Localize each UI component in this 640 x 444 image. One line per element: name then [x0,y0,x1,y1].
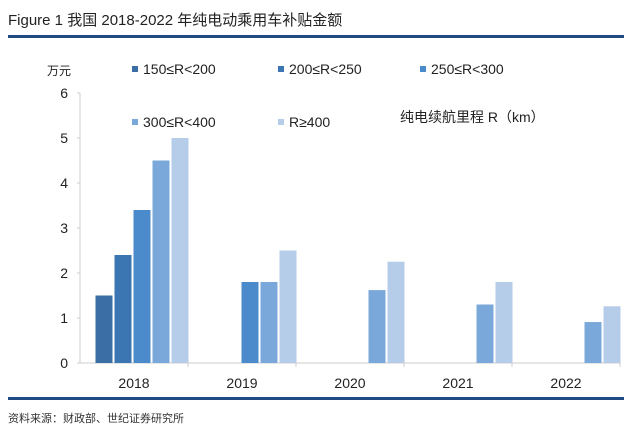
bar-2018-4 [171,138,189,363]
legend-swatch [132,66,138,72]
y-tick-label: 1 [60,310,68,326]
legend-label: 250≤R<300 [431,61,504,77]
legend-label: 200≤R<250 [289,61,362,77]
y-tick-label: 0 [60,355,68,371]
x-tick-label: 2018 [118,375,149,391]
legend-swatch [132,119,138,125]
bar-2021-3 [476,304,494,363]
x-tick-label: 2022 [550,375,581,391]
y-tick-label: 4 [60,175,68,191]
legend-label: 300≤R<400 [143,114,216,130]
figure-title: Figure 1 我国 2018-2022 年纯电动乘用车补贴金额 [8,12,343,29]
bar-2019-2 [241,282,259,363]
legend-swatch [420,66,426,72]
bar-2018-3 [152,160,170,363]
legend-swatch [278,119,284,125]
legend-title: 纯电续航里程 R（km） [400,109,545,125]
bar-2020-3 [368,290,386,363]
footer-rule [8,397,624,400]
y-tick-label: 6 [60,85,68,101]
x-tick-label: 2021 [442,375,473,391]
legend-label: 150≤R<200 [143,61,216,77]
bar-2019-4 [279,250,297,363]
x-tick-label: 2020 [334,375,365,391]
y-tick-label: 5 [60,130,68,146]
y-axis-label: 万元 [47,64,71,78]
bar-2021-4 [495,282,513,363]
bar-2022-3 [584,322,602,363]
y-tick-label: 2 [60,265,68,281]
bar-2019-3 [260,282,278,363]
bar-2018-0 [95,295,113,363]
x-tick-label: 2019 [226,375,257,391]
y-tick-label: 3 [60,220,68,236]
source-note: 资料来源：财政部、世纪证券研究所 [8,412,184,425]
title-rule [8,35,624,38]
bar-2022-4 [603,306,621,363]
legend-label: R≥400 [289,114,330,130]
bar-2020-4 [387,261,405,363]
bar-2018-2 [133,210,151,363]
bar-2018-1 [114,255,132,363]
legend-swatch [278,66,284,72]
